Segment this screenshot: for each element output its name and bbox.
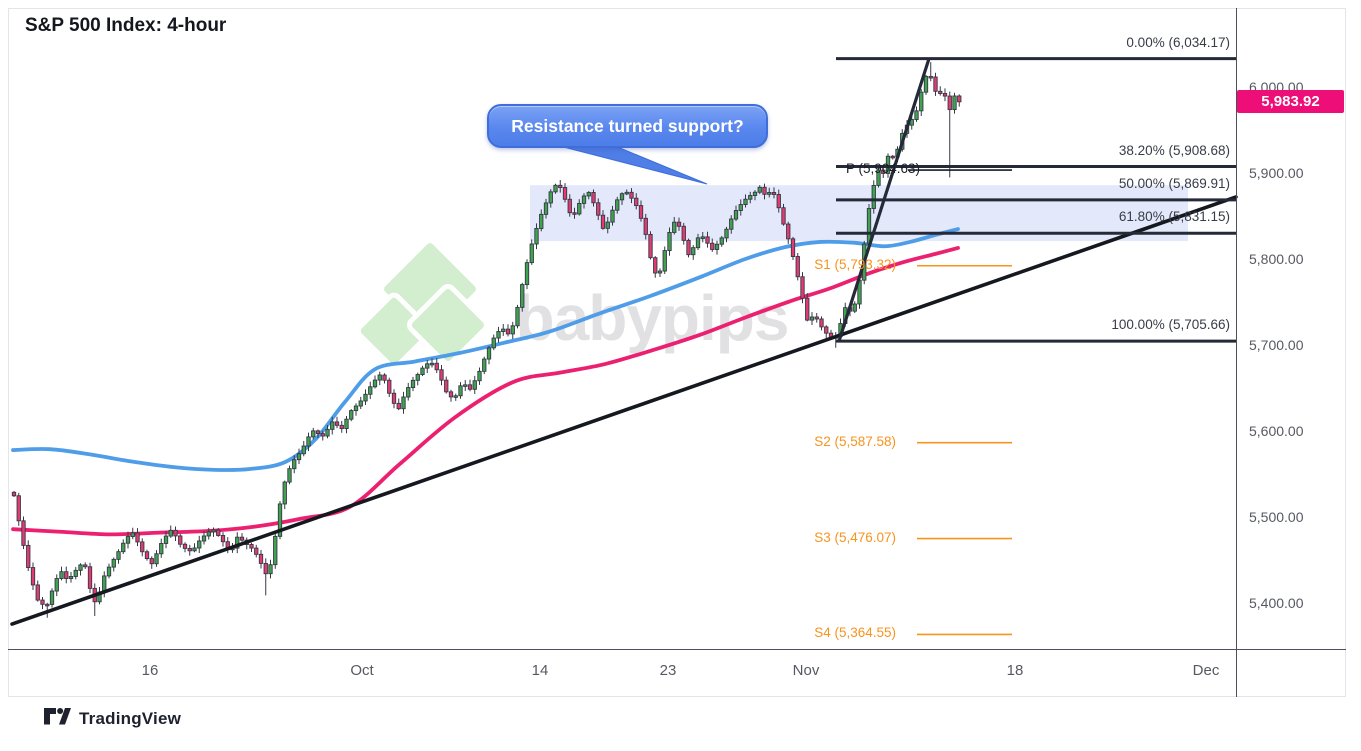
time-axis-pane[interactable] <box>8 649 1346 697</box>
ma-slow-pink <box>11 246 960 537</box>
chart-frame <box>8 8 1346 697</box>
attribution[interactable]: TradingView <box>44 708 181 729</box>
rising-trendline <box>10 195 1238 626</box>
tradingview-logo-text: TradingView <box>79 708 182 728</box>
chart-title: S&P 500 Index: 4-hour <box>25 15 227 36</box>
watermark-cube-icon <box>355 292 433 370</box>
callout-text: Resistance turned support? <box>511 116 744 136</box>
last-price-badge: 5,983.92 <box>1237 90 1344 114</box>
ma-fast-blue <box>11 227 960 472</box>
callout-bubble: Resistance turned support? <box>487 104 768 148</box>
fib-diagonal-line <box>837 58 931 342</box>
watermark-cube-icon <box>406 283 490 367</box>
tradingview-logo-icon <box>44 708 71 725</box>
